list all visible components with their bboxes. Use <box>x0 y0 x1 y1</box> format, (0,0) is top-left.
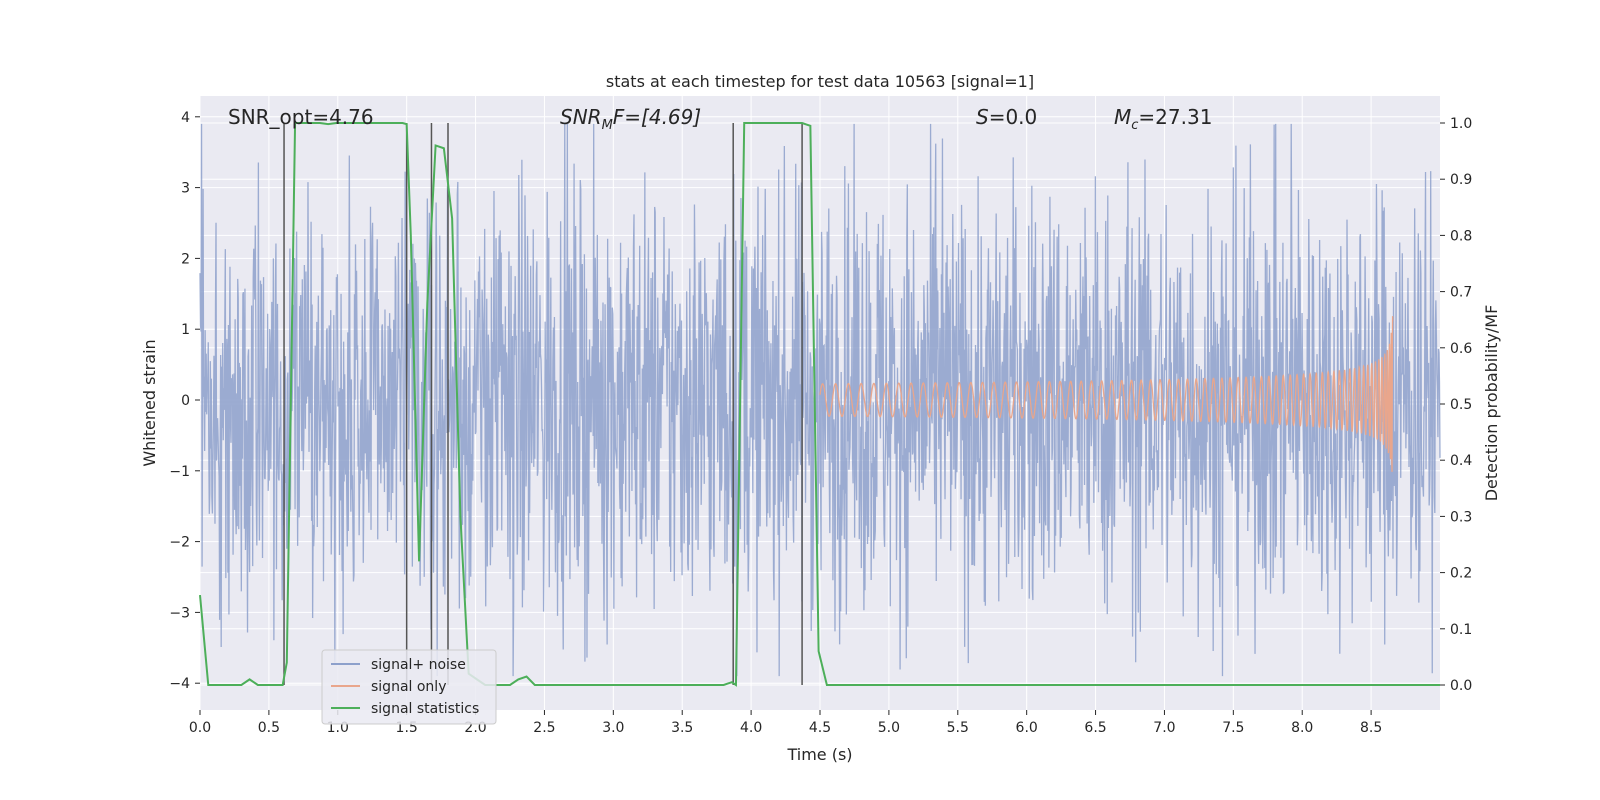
y-left-tick-label: 3 <box>181 181 190 197</box>
legend-label-noise: signal+ noise <box>371 657 466 673</box>
legend: signal+ noise signal only signal statist… <box>321 649 497 725</box>
s-rest: =0.0 <box>989 105 1038 129</box>
legend-box <box>321 649 497 725</box>
y-left-tick-label: −3 <box>169 605 190 621</box>
y-right-axis-label: Detection probability/MF <box>1482 305 1501 502</box>
y-left-axis-ticks: 4 3 2 1 0 −1 −2 −3 −4 <box>169 110 200 692</box>
x-tick-label: 8.5 <box>1360 720 1382 736</box>
y-right-tick-label: 0.0 <box>1450 678 1472 694</box>
y-right-tick-label: 0.5 <box>1450 397 1472 413</box>
annotation-snr-opt: SNR_opt=4.76 <box>228 105 374 129</box>
y-left-tick-label: −2 <box>169 535 190 551</box>
y-right-tick-label: 0.1 <box>1450 622 1472 638</box>
snr-mf-subscript: M <box>602 118 613 133</box>
y-left-tick-label: 1 <box>181 322 190 338</box>
legend-label-signal: signal only <box>371 679 446 695</box>
y-right-tick-label: 0.8 <box>1450 228 1472 244</box>
x-tick-label: 0.5 <box>258 720 280 736</box>
x-tick-label: 4.5 <box>809 720 831 736</box>
mc-italic: M <box>1114 105 1131 129</box>
y-left-axis-label: Whitened strain <box>140 339 159 466</box>
y-right-tick-label: 0.2 <box>1450 566 1472 582</box>
y-left-tick-label: 2 <box>181 251 190 267</box>
y-left-tick-label: 0 <box>181 393 190 409</box>
x-tick-label: 4.0 <box>740 720 762 736</box>
x-tick-label: 5.0 <box>878 720 900 736</box>
y-right-axis-ticks: 1.0 0.9 0.8 0.7 0.6 0.5 0.4 0.3 0.2 0.1 0.0 <box>1440 116 1472 694</box>
chart-title: stats at each timestep for test data 105… <box>606 72 1034 91</box>
x-axis-label: Time (s) <box>786 745 852 764</box>
x-tick-label: 7.5 <box>1222 720 1244 736</box>
y-right-tick-label: 0.9 <box>1450 172 1472 188</box>
x-tick-label: 3.5 <box>671 720 693 736</box>
x-axis-ticks: 0.0 0.5 1.0 1.5 2.0 2.5 3.0 3.5 4.0 4.5 5.0 5.5 6.0 6… <box>189 710 1382 736</box>
snr-mf-rest: F=[4.69] <box>613 105 701 129</box>
y-right-tick-label: 0.3 <box>1450 509 1472 525</box>
annotation-mc: Mc=27.31 <box>1114 105 1212 133</box>
x-tick-label: 5.5 <box>947 720 969 736</box>
y-left-tick-label: 4 <box>181 110 190 126</box>
signal-statistics-series <box>199 122 1440 687</box>
snr-mf-italic: SNR <box>560 105 602 129</box>
s-italic: S <box>976 105 989 129</box>
x-tick-label: 0.0 <box>189 720 211 736</box>
mc-rest: =27.31 <box>1138 105 1212 129</box>
chirp-line <box>819 316 1394 472</box>
y-right-tick-label: 1.0 <box>1450 116 1472 132</box>
x-tick-label: 3.0 <box>602 720 624 736</box>
statistics-line <box>199 122 1440 687</box>
x-tick-label: 2.5 <box>533 720 555 736</box>
x-tick-label: 6.5 <box>1084 720 1106 736</box>
mc-subscript: c <box>1131 118 1138 133</box>
signal-only-series <box>819 316 1394 472</box>
annotation-snr-mf: SNRMF=[4.69] <box>560 105 701 133</box>
y-left-tick-label: −4 <box>169 676 190 692</box>
x-tick-label: 8.0 <box>1291 720 1313 736</box>
y-right-tick-label: 0.7 <box>1450 285 1472 301</box>
y-right-tick-label: 0.6 <box>1450 341 1472 357</box>
x-tick-label: 6.0 <box>1016 720 1038 736</box>
y-right-tick-label: 0.4 <box>1450 453 1472 469</box>
annotation-s: S=0.0 <box>976 105 1037 129</box>
legend-label-stats: signal statistics <box>371 701 479 717</box>
y-left-tick-label: −1 <box>169 464 190 480</box>
x-tick-label: 7.0 <box>1153 720 1175 736</box>
